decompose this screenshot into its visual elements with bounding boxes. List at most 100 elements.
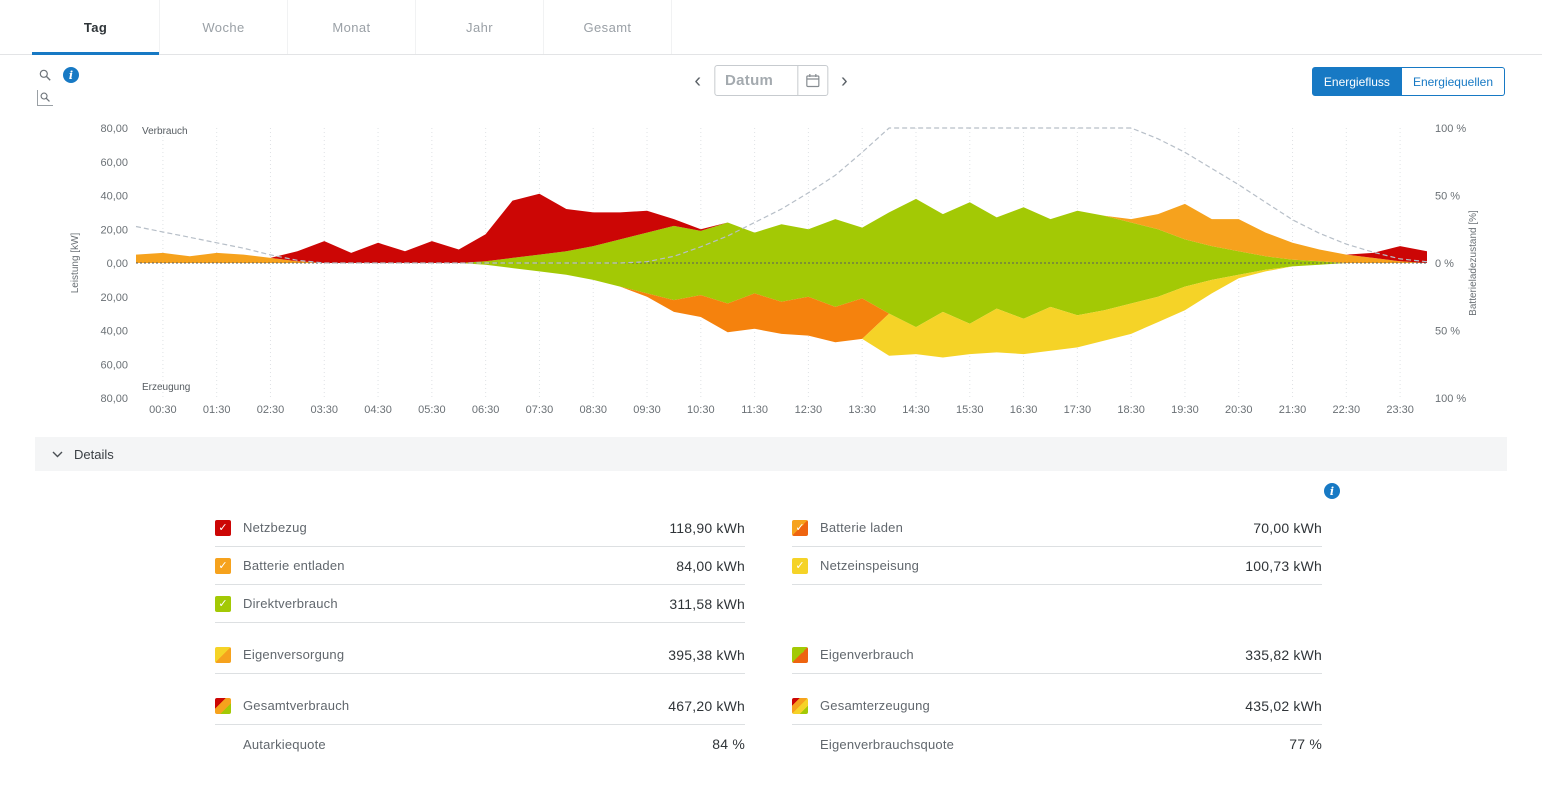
check-icon: ✓ xyxy=(795,559,805,572)
x-tick-label: 23:30 xyxy=(1386,404,1414,416)
tab-monat[interactable]: Monat xyxy=(288,0,416,54)
tab-jahr[interactable]: Jahr xyxy=(416,0,544,54)
tab-gesamt[interactable]: Gesamt xyxy=(544,0,672,54)
legend-checkbox-netzeinspeisung[interactable]: ✓ xyxy=(792,557,808,574)
legend-value: 335,82 kWh xyxy=(1245,646,1322,663)
legend-row-direktverbrauch: ✓ Direktverbrauch 311,58 kWh xyxy=(215,585,745,623)
energy-chart-container: 00:30 01:30 02:30 03:30 04:30 05:30 06:30 07:30… xyxy=(0,115,1542,421)
legend-checkbox-netzbezug[interactable]: ✓ xyxy=(215,519,231,536)
x-tick-label: 00:30 xyxy=(149,404,177,416)
period-tabbar: Tag Woche Monat Jahr Gesamt xyxy=(0,0,1542,55)
legend-swatch-eigenverbrauch xyxy=(792,646,808,663)
legend-value: 467,20 kWh xyxy=(668,697,745,714)
x-tick-label: 05:30 xyxy=(418,404,446,416)
legend-swatch-gesamterzeugung xyxy=(792,697,808,714)
chart-info-button[interactable]: i xyxy=(63,67,79,83)
battery-soc-line xyxy=(135,127,1428,264)
calendar-button[interactable] xyxy=(797,66,827,95)
zoom-area-button[interactable] xyxy=(37,90,53,106)
details-table-generation: ✓ Batterie laden 70,00 kWh ✓ Netzeinspeisung… xyxy=(792,509,1322,763)
swatch-placeholder xyxy=(792,736,808,752)
consumption-label: Verbrauch xyxy=(142,126,188,137)
x-tick-label: 16:30 xyxy=(1010,404,1038,416)
legend-checkbox-direktverbrauch[interactable]: ✓ xyxy=(215,595,231,612)
y-right-tick-label: 0 % xyxy=(1435,258,1454,270)
y-left-tick-label: 0,00 xyxy=(107,258,128,270)
legend-value: 84,00 kWh xyxy=(676,557,745,574)
x-tick-label: 04:30 xyxy=(364,404,392,416)
tab-woche[interactable]: Woche xyxy=(160,0,288,54)
y-left-tick-label: 20,00 xyxy=(100,292,128,304)
details-info-button[interactable]: i xyxy=(1324,483,1340,499)
area-netzeinspeisung xyxy=(136,263,1427,358)
details-bar[interactable]: Details xyxy=(35,437,1507,471)
check-icon: ✓ xyxy=(218,559,228,572)
x-tick-label: 13:30 xyxy=(848,404,876,416)
legend-label: Gesamterzeugung xyxy=(820,698,930,713)
view-toggle: Energiefluss Energiequellen xyxy=(1311,67,1505,96)
date-picker: Datum xyxy=(714,65,828,96)
legend-row-batterie-entladen: ✓ Batterie entladen 84,00 kWh xyxy=(215,547,745,585)
legend-row-batterie-laden: ✓ Batterie laden 70,00 kWh xyxy=(792,509,1322,547)
tab-tag[interactable]: Tag xyxy=(32,0,160,55)
area-batterie-entladen xyxy=(136,198,1427,263)
zoom-in-button[interactable] xyxy=(37,67,53,83)
x-tick-label: 01:30 xyxy=(203,404,231,416)
x-tick-label: 08:30 xyxy=(579,404,607,416)
legend-value: 118,90 kWh xyxy=(669,519,745,536)
legend-checkbox-batterie-laden[interactable]: ✓ xyxy=(792,519,808,536)
details-tables: ✓ Netzbezug 118,90 kWh ✓ Batterie entladen 84… xyxy=(0,509,1542,763)
energy-area-chart[interactable]: 00:30 01:30 02:30 03:30 04:30 05:30 06:30 07:30… xyxy=(0,115,1542,417)
legend-label: Eigenverbrauchsquote xyxy=(820,736,955,752)
zoom-tools xyxy=(37,67,53,106)
x-tick-label: 07:30 xyxy=(526,404,554,416)
chevron-down-icon xyxy=(52,451,63,457)
date-navigation: ‹ Datum › xyxy=(692,65,849,96)
x-tick-label: 19:30 xyxy=(1171,404,1199,416)
date-input[interactable]: Datum xyxy=(725,72,774,89)
legend-row-netzeinspeisung: ✓ Netzeinspeisung 100,73 kWh xyxy=(792,547,1322,585)
check-icon: ✓ xyxy=(218,521,228,534)
y-right-tick-label: 50 % xyxy=(1435,326,1460,338)
y-left-axis-title: Leistung [kW] xyxy=(70,232,81,293)
legend-row-gesamterzeugung: Gesamterzeugung 435,02 kWh xyxy=(792,687,1322,725)
x-tick-label: 11:30 xyxy=(741,404,768,416)
y-left-tick-label: 60,00 xyxy=(100,157,128,169)
date-next-button[interactable]: › xyxy=(841,69,848,92)
x-tick-label: 10:30 xyxy=(687,404,715,416)
legend-checkbox-batterie-entladen[interactable]: ✓ xyxy=(215,557,231,574)
legend-value: 84 % xyxy=(712,736,745,752)
magnifier-box-icon xyxy=(40,92,50,102)
x-tick-label: 14:30 xyxy=(902,404,930,416)
area-direktverbrauch-erzeugung xyxy=(136,263,1427,328)
y-right-tick-label: 50 % xyxy=(1435,191,1460,203)
x-tick-label: 06:30 xyxy=(472,404,500,416)
legend-row-eigenverbrauchsquote: Eigenverbrauchsquote 77 % xyxy=(792,725,1322,763)
legend-value: 77 % xyxy=(1289,736,1322,752)
check-icon: ✓ xyxy=(218,597,228,610)
legend-value: 70,00 kWh xyxy=(1253,519,1322,536)
x-tick-label: 15:30 xyxy=(956,404,984,416)
view-toggle-energiefluss[interactable]: Energiefluss xyxy=(1311,67,1402,96)
legend-label: Netzbezug xyxy=(243,520,307,535)
generation-label: Erzeugung xyxy=(142,382,190,393)
y-right-tick-label: 100 % xyxy=(1435,123,1466,135)
x-tick-label: 09:30 xyxy=(633,404,661,416)
y-left-tick-label: 60,00 xyxy=(100,359,128,371)
legend-label: Batterie laden xyxy=(820,520,904,535)
magnifier-icon xyxy=(39,69,51,81)
y-right-tick-label: 100 % xyxy=(1435,393,1466,405)
x-tick-label: 22:30 xyxy=(1333,404,1361,416)
legend-swatch-eigenversorgung xyxy=(215,646,231,663)
y-left-tick-label: 40,00 xyxy=(100,326,128,338)
view-toggle-energiequellen[interactable]: Energiequellen xyxy=(1401,67,1505,96)
legend-value: 100,73 kWh xyxy=(1245,557,1322,574)
area-batterie-laden xyxy=(136,263,1427,343)
legend-label: Eigenversorgung xyxy=(243,647,345,662)
date-prev-button[interactable]: ‹ xyxy=(694,69,701,92)
legend-label: Direktverbrauch xyxy=(243,596,338,611)
y-left-tick-label: 40,00 xyxy=(100,191,128,203)
area-direktverbrauch xyxy=(136,198,1427,263)
legend-label: Netzeinspeisung xyxy=(820,558,920,573)
chart-toolbar: i ‹ Datum › Energiefluss Energiequellen xyxy=(0,55,1542,113)
